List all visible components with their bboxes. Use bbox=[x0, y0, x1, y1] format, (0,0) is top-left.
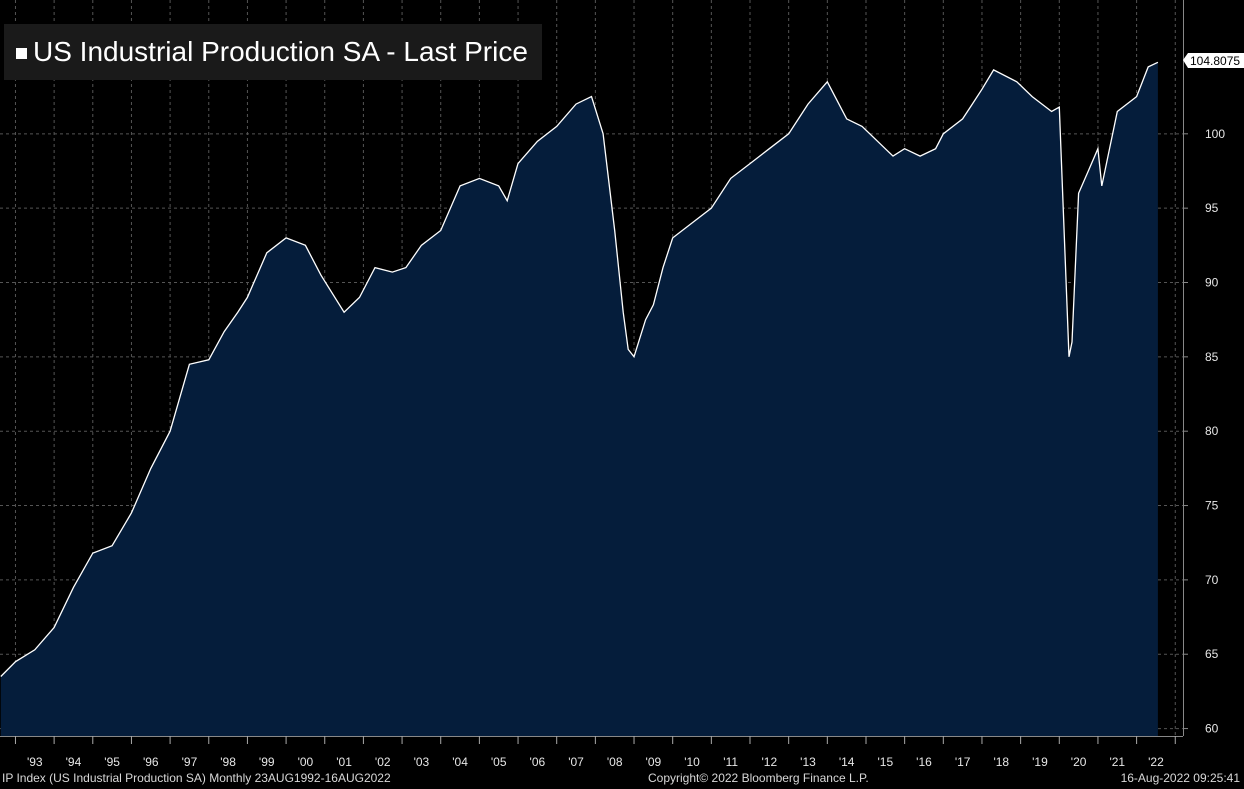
y-tick-label: 65 bbox=[1205, 647, 1219, 661]
x-tick-label: '21 bbox=[1109, 755, 1125, 769]
x-tick-label: '18 bbox=[993, 755, 1009, 769]
footer-security-info: IP Index (US Industrial Production SA) M… bbox=[2, 771, 391, 785]
x-tick-label: '96 bbox=[143, 755, 159, 769]
series-area bbox=[0, 62, 1158, 737]
y-tick-label: 90 bbox=[1205, 276, 1219, 290]
footer-timestamp: 16-Aug-2022 09:25:41 bbox=[1120, 771, 1240, 785]
footer-copyright: Copyright© 2022 Bloomberg Finance L.P. bbox=[648, 771, 869, 785]
legend-label: US Industrial Production SA - Last Price bbox=[33, 36, 528, 67]
x-tick-label: '20 bbox=[1071, 755, 1087, 769]
x-tick-label: '16 bbox=[916, 755, 932, 769]
y-tick-label: 60 bbox=[1205, 722, 1219, 736]
x-tick-label: '09 bbox=[646, 755, 662, 769]
x-tick-label: '15 bbox=[877, 755, 893, 769]
y-tick-label: 85 bbox=[1205, 350, 1219, 364]
x-tick-label: '17 bbox=[955, 755, 971, 769]
x-tick-label: '03 bbox=[414, 755, 430, 769]
x-tick-label: '94 bbox=[66, 755, 82, 769]
y-tick-label: 95 bbox=[1205, 201, 1219, 215]
legend-swatch bbox=[16, 47, 27, 59]
x-ticks: '93 '94 '95 '96 '97 '98 '99 '00 '01 '02 '03 '04 '05 '… bbox=[14, 736, 1176, 769]
x-tick-label: '99 bbox=[259, 755, 275, 769]
x-tick-label: '08 bbox=[607, 755, 623, 769]
y-tick-label: 100 bbox=[1205, 127, 1225, 141]
series-line bbox=[0, 61, 1159, 677]
x-tick-label: '12 bbox=[762, 755, 778, 769]
x-tick-label: '97 bbox=[182, 755, 198, 769]
x-tick-label: '05 bbox=[491, 755, 507, 769]
x-tick-label: '14 bbox=[839, 755, 855, 769]
x-tick-label: '95 bbox=[104, 755, 120, 769]
x-tick-label: '11 bbox=[723, 755, 738, 769]
x-tick-label: '00 bbox=[298, 755, 314, 769]
x-tick-label: '02 bbox=[375, 755, 391, 769]
y-ticks: 60 65 70 75 80 85 90 95 100 bbox=[1183, 127, 1225, 736]
x-tick-label: '04 bbox=[452, 755, 468, 769]
last-value-marker: 104.8075 bbox=[1183, 53, 1244, 68]
x-tick-label: '93 bbox=[27, 755, 43, 769]
x-tick-label: '13 bbox=[800, 755, 816, 769]
x-tick-label: '22 bbox=[1148, 755, 1164, 769]
y-tick-label: 70 bbox=[1205, 573, 1219, 587]
last-value-label: 104.8075 bbox=[1190, 54, 1240, 68]
y-tick-label: 80 bbox=[1205, 424, 1219, 438]
x-tick-label: '98 bbox=[220, 755, 236, 769]
x-tick-label: '01 bbox=[336, 755, 352, 769]
x-tick-label: '07 bbox=[568, 755, 584, 769]
x-tick-label: '10 bbox=[684, 755, 700, 769]
legend: US Industrial Production SA - Last Price bbox=[4, 24, 542, 80]
y-tick-label: 75 bbox=[1205, 499, 1219, 513]
x-tick-label: '19 bbox=[1032, 755, 1048, 769]
x-tick-label: '06 bbox=[530, 755, 546, 769]
